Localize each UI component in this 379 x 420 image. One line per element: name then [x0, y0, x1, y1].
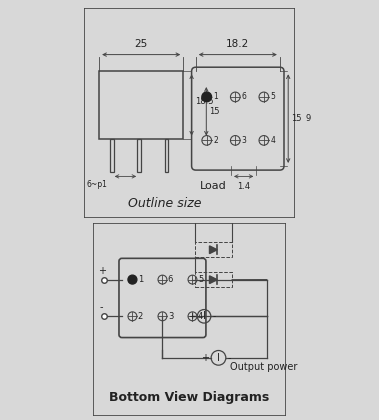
Bar — [164, 139, 168, 172]
Text: 1: 1 — [138, 275, 143, 284]
Text: I: I — [217, 353, 220, 363]
Text: 3: 3 — [168, 312, 173, 321]
Bar — [137, 139, 141, 172]
Text: 5: 5 — [198, 275, 203, 284]
Text: 6~p1: 6~p1 — [86, 180, 108, 189]
Text: 6: 6 — [241, 92, 246, 101]
Text: 9: 9 — [305, 114, 310, 123]
Bar — [99, 71, 183, 139]
Text: 2: 2 — [138, 312, 143, 321]
Text: 25: 25 — [135, 39, 148, 49]
Polygon shape — [210, 246, 217, 254]
Text: 4: 4 — [198, 312, 203, 321]
Text: Output power: Output power — [230, 362, 297, 373]
Text: I: I — [203, 311, 205, 321]
Circle shape — [128, 275, 137, 284]
Text: 18.5: 18.5 — [195, 97, 213, 106]
Circle shape — [202, 92, 211, 102]
Text: -: - — [212, 312, 216, 321]
Text: +: + — [201, 353, 209, 363]
Polygon shape — [210, 276, 217, 284]
Text: 6: 6 — [168, 275, 173, 284]
Text: 1: 1 — [213, 92, 218, 101]
Text: 3: 3 — [241, 136, 246, 145]
Text: +: + — [98, 266, 106, 276]
Text: -: - — [228, 353, 231, 363]
Bar — [110, 139, 114, 172]
Bar — [195, 273, 232, 287]
Text: 5: 5 — [270, 92, 275, 101]
Text: 1.4: 1.4 — [237, 181, 250, 191]
Bar — [195, 242, 232, 257]
Text: 15: 15 — [291, 114, 302, 123]
Text: 2: 2 — [213, 136, 218, 145]
Text: -: - — [100, 302, 103, 312]
Text: Bottom View Diagrams: Bottom View Diagrams — [110, 391, 269, 404]
Text: Load: Load — [200, 181, 227, 191]
Text: 4: 4 — [270, 136, 275, 145]
Text: +: + — [188, 312, 196, 321]
Text: 15: 15 — [210, 107, 220, 116]
Text: 18.2: 18.2 — [226, 39, 249, 49]
Text: Outline size: Outline size — [128, 197, 201, 210]
